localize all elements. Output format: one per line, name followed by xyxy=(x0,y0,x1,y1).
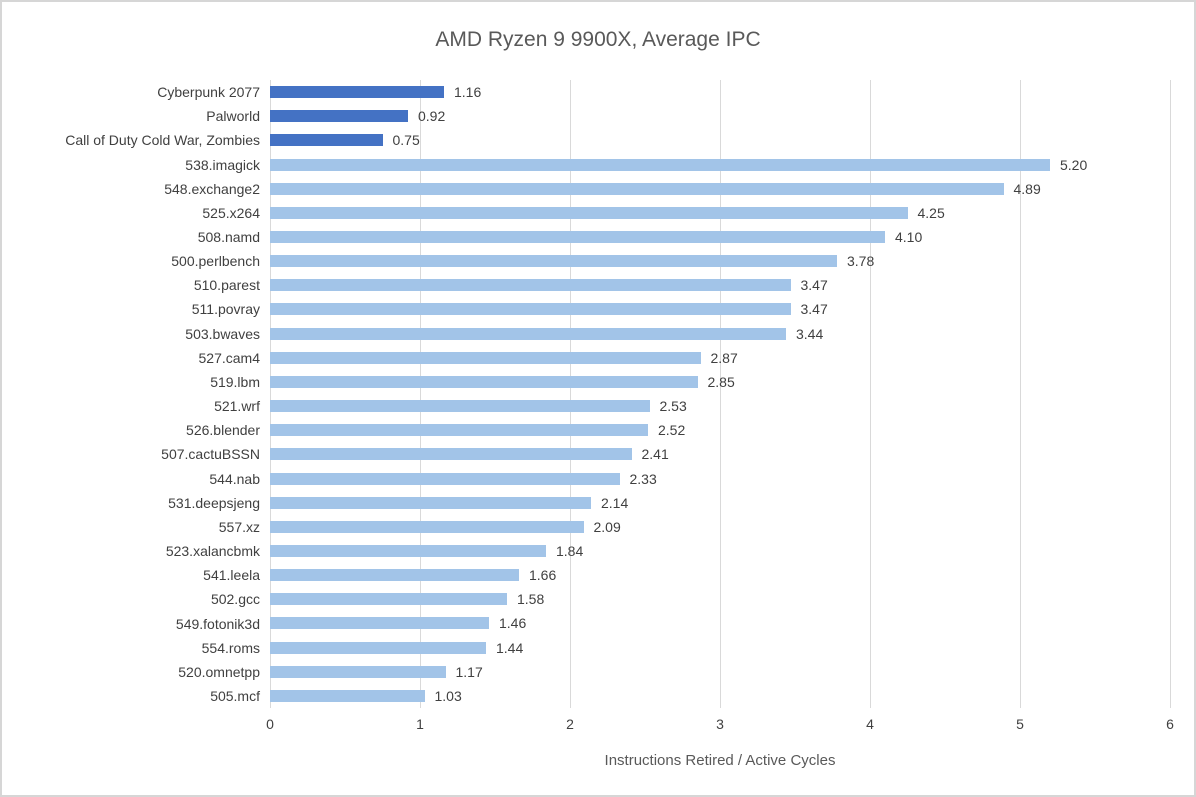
gridline xyxy=(419,80,421,708)
value-label: 1.84 xyxy=(556,543,584,559)
x-tick-label: 4 xyxy=(866,716,874,732)
value-label: 1.66 xyxy=(529,567,557,584)
value-label: 3.78 xyxy=(847,253,875,270)
bar-526.blender xyxy=(270,424,648,437)
value-label: 3.47 xyxy=(800,301,828,318)
category-label: 527.cam4 xyxy=(198,349,260,366)
bar-500.perlbench xyxy=(270,255,837,268)
value-label: 3.44 xyxy=(796,325,824,342)
value-label: 4.10 xyxy=(895,229,923,245)
category-label: 544.nab xyxy=(209,470,260,487)
value-label: 2.52 xyxy=(658,422,686,439)
value-label: 4.89 xyxy=(1013,180,1041,197)
value-label: 2.41 xyxy=(641,446,669,463)
bar-Call of Duty Cold War, Zombies xyxy=(270,134,383,147)
value-label: 4.25 xyxy=(917,204,945,221)
value-label: 1.44 xyxy=(496,639,524,656)
category-label: 554.roms xyxy=(201,639,260,656)
category-label: 507.cactuBSSN xyxy=(161,446,260,463)
gridline xyxy=(269,80,271,708)
bar-520.omnetpp xyxy=(270,665,446,678)
category-label: 557.xz xyxy=(218,518,260,535)
bar-525.x264 xyxy=(270,206,908,219)
value-label: 2.85 xyxy=(707,373,735,390)
category-label: 503.bwaves xyxy=(185,325,260,342)
value-label: 3.47 xyxy=(800,277,828,294)
value-label: 1.03 xyxy=(434,687,462,704)
bar-538.imagick xyxy=(270,158,1050,171)
value-label: 2.09 xyxy=(593,518,621,535)
bar-523.xalancbmk xyxy=(270,545,546,557)
bar-548.exchange2 xyxy=(270,182,1004,195)
category-label: 525.x264 xyxy=(202,204,260,221)
value-label: 0.75 xyxy=(392,132,420,149)
category-label: Palworld xyxy=(206,108,260,125)
x-axis-title: Instructions Retired / Active Cycles xyxy=(604,752,836,769)
value-label: 1.58 xyxy=(517,591,545,608)
chart-title: AMD Ryzen 9 9900X, Average IPC xyxy=(435,28,761,51)
category-label: 505.mcf xyxy=(210,687,260,704)
value-label: 5.20 xyxy=(1060,156,1088,173)
category-label: 520.omnetpp xyxy=(178,663,260,680)
bar-544.nab xyxy=(270,472,620,485)
bar-510.parest xyxy=(270,279,791,292)
x-tick-label: 5 xyxy=(1016,716,1024,732)
category-label: 508.namd xyxy=(197,229,260,246)
category-label: Cyberpunk 2077 xyxy=(157,84,260,101)
bar-511.povray xyxy=(270,303,791,316)
x-tick-label: 0 xyxy=(266,716,274,732)
bar-554.roms xyxy=(270,641,486,654)
category-label: 500.perlbench xyxy=(171,253,260,270)
bar-Cyberpunk 2077 xyxy=(270,86,444,99)
value-label: 2.53 xyxy=(659,398,687,415)
value-label: 2.33 xyxy=(629,470,657,487)
value-label: 0.92 xyxy=(418,108,446,125)
category-label: 526.blender xyxy=(186,422,260,439)
bar-557.xz xyxy=(270,520,584,533)
category-label: 502.gcc xyxy=(210,591,260,608)
category-label: 521.wrf xyxy=(214,398,260,415)
category-label: 541.leela xyxy=(203,567,260,584)
category-label: 511.povray xyxy=(191,301,260,318)
value-label: 2.14 xyxy=(601,494,629,511)
plot-area: 1.16 0.92 0.75 5.20 4.89 4.25 4.10 3.78 3.47 3.47… xyxy=(269,80,1171,708)
category-label: 531.deepsjeng xyxy=(168,494,260,511)
x-tick-label: 3 xyxy=(716,716,724,732)
category-label: 510.parest xyxy=(193,277,260,294)
category-label: 538.imagick xyxy=(185,156,260,173)
gridline xyxy=(869,80,871,708)
bar-503.bwaves xyxy=(270,327,786,340)
bar-549.fotonik3d xyxy=(270,617,489,630)
value-label: 1.46 xyxy=(499,615,527,632)
bar-505.mcf xyxy=(270,689,425,702)
value-label: 1.16 xyxy=(454,84,482,101)
bar-507.cactuBSSN xyxy=(270,448,632,461)
gridline xyxy=(1019,80,1021,708)
category-label: 548.exchange2 xyxy=(164,180,260,197)
bar-531.deepsjeng xyxy=(270,496,591,509)
category-label: 549.fotonik3d xyxy=(175,615,260,632)
bar-519.lbm xyxy=(270,375,698,388)
category-label: 523.xalancbmk xyxy=(165,543,260,560)
bar-527.cam4 xyxy=(270,351,701,364)
category-label: Call of Duty Cold War, Zombies xyxy=(65,132,260,149)
x-tick-label: 2 xyxy=(566,716,574,732)
bar-502.gcc xyxy=(270,593,507,606)
category-label: 519.lbm xyxy=(210,373,260,390)
x-tick-label: 6 xyxy=(1166,716,1174,732)
gridline xyxy=(569,80,571,708)
x-tick-label: 1 xyxy=(416,716,424,732)
bar-Palworld xyxy=(270,110,408,123)
bar-541.leela xyxy=(270,569,519,582)
gridline xyxy=(719,80,721,708)
category-axis: Cyberpunk 2077 Palworld Call of Duty Cold … xyxy=(2,80,260,708)
value-label: 2.87 xyxy=(710,349,738,366)
bar-521.wrf xyxy=(270,400,650,413)
bar-508.namd xyxy=(270,231,885,243)
gridline xyxy=(1169,80,1171,708)
x-axis-ticks: 0 1 2 3 4 5 6 xyxy=(266,716,1174,734)
value-label: 1.17 xyxy=(455,663,483,680)
